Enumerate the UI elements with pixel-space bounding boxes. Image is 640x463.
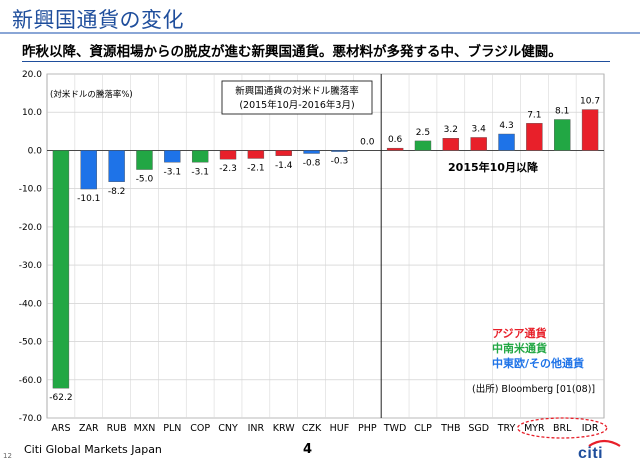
bar-cop: [191, 150, 209, 163]
bar-zar: [80, 150, 97, 190]
bar-twd: [386, 147, 404, 151]
headline: 昨秋以降、資源相場からの脱皮が進む新興国通貨。悪材料が多発する中、ブラジル健闘。: [22, 44, 562, 60]
value-label: 7.1: [527, 110, 541, 120]
x-tick-label: PLN: [163, 423, 181, 434]
y-tick-label: -20.0: [19, 223, 43, 233]
y-tick-label: -10.0: [19, 185, 43, 195]
bar-huf: [331, 150, 348, 152]
x-tick-label: MYR: [524, 423, 545, 434]
x-tick-label: HUF: [330, 423, 350, 434]
value-label: -5.0: [136, 175, 154, 185]
value-label: 0.0: [360, 137, 375, 147]
legend-europe_other: 中東欧/その他通貨: [492, 356, 584, 370]
x-tick-label: INR: [248, 423, 265, 434]
bar-pln: [164, 150, 181, 163]
bar-mxn: [136, 150, 153, 170]
source-note: (出所) Bloomberg [01(08)]: [472, 383, 595, 395]
value-label: -2.1: [247, 163, 265, 173]
x-tick-label: IDR: [582, 423, 599, 434]
chart-title: 新興国通貨の対米ドル騰落率: [235, 85, 359, 97]
section-label: 2015年10月以降: [448, 160, 539, 174]
bar-cny: [219, 150, 237, 160]
value-label: 2.5: [416, 128, 430, 138]
bar-ars: [52, 150, 70, 389]
bar-try: [498, 133, 515, 151]
y-tick-label: -30.0: [19, 261, 43, 271]
y-tick-label: 10.0: [22, 108, 42, 118]
value-label: -3.1: [191, 167, 209, 177]
bar-thb: [442, 138, 460, 151]
slide-title: 新興国通貨の変化: [12, 8, 184, 32]
headline-divider: [22, 61, 610, 62]
chart-title-box: [221, 80, 373, 115]
page-number: 4: [303, 442, 313, 457]
value-label: 3.2: [444, 125, 458, 135]
bar-inr: [247, 150, 265, 159]
value-label: 8.1: [555, 106, 569, 116]
value-label: -0.3: [331, 157, 349, 167]
x-tick-label: PHP: [358, 423, 377, 434]
x-tick-label: CZK: [302, 423, 322, 434]
y-tick-label: -40.0: [19, 299, 43, 309]
value-label: 10.7: [580, 97, 600, 107]
x-tick-label: THB: [440, 423, 460, 434]
y-tick-label: -50.0: [19, 338, 43, 348]
x-tick-label: CNY: [218, 423, 238, 434]
value-label: 4.3: [499, 121, 513, 131]
value-label: 0.6: [388, 135, 403, 145]
value-label: -62.2: [49, 393, 72, 403]
bar-czk: [303, 150, 320, 154]
y-axis-label: (対米ドルの騰落率%): [50, 89, 133, 100]
bar-krw: [275, 150, 292, 156]
value-label: -1.4: [275, 161, 293, 171]
y-tick-label: -60.0: [19, 376, 43, 386]
citi-logo: citi: [578, 439, 621, 460]
y-tick-label: -70.0: [19, 414, 43, 424]
x-tick-label: TRY: [497, 423, 516, 434]
chart-subtitle: (2015年10月-2016年3月): [239, 99, 354, 111]
value-label: -10.1: [77, 194, 100, 204]
x-tick-label: BRL: [553, 423, 572, 434]
bar-brl: [554, 119, 571, 151]
x-tick-label: KRW: [273, 423, 295, 434]
y-tick-label: 20.0: [22, 70, 42, 80]
value-label: -2.3: [219, 164, 237, 174]
bar-idr: [581, 109, 599, 151]
highlight-ellipse: [517, 417, 608, 439]
x-tick-label: ZAR: [79, 423, 99, 434]
bar-rub: [108, 150, 125, 182]
bar-clp: [414, 140, 432, 151]
x-tick-label: MXN: [134, 423, 156, 434]
x-tick-label: ARS: [51, 423, 70, 434]
title-divider: [0, 32, 640, 34]
legend-asia: アジア通貨: [492, 326, 547, 340]
bar-myr: [526, 123, 543, 151]
legend-latam: 中南米通貨: [492, 341, 547, 355]
x-tick-label: SGD: [468, 423, 489, 434]
footer-slide-number: 12: [3, 452, 12, 460]
y-tick-label: 0.0: [28, 146, 43, 156]
svg-text:citi: citi: [578, 445, 603, 460]
x-tick-label: TWD: [383, 423, 407, 434]
value-label: -8.2: [108, 187, 126, 197]
value-label: -3.1: [164, 167, 182, 177]
x-tick-label: COP: [190, 423, 210, 434]
x-tick-label: RUB: [107, 423, 127, 434]
x-tick-label: CLP: [414, 423, 432, 434]
footer-company: Citi Global Markets Japan: [24, 443, 162, 456]
value-label: 3.4: [472, 124, 487, 134]
value-label: -0.8: [303, 159, 321, 169]
bar-sgd: [470, 137, 487, 151]
